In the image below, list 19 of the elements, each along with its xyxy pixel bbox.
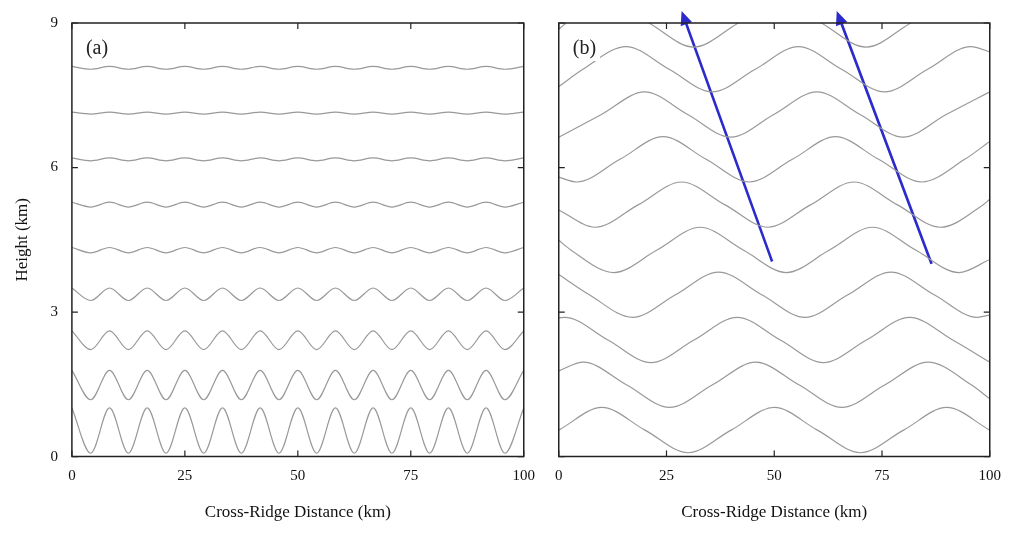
x-tick-label: 75 xyxy=(403,466,419,483)
y-tick-label: 9 xyxy=(50,13,58,30)
x-axis-title: Cross-Ridge Distance (km) xyxy=(681,502,868,522)
x-tick-label: 100 xyxy=(512,466,535,483)
x-tick-label: 0 xyxy=(555,466,563,483)
x-tick-label: 0 xyxy=(68,466,76,483)
y-tick-label: 0 xyxy=(50,447,58,464)
y-axis-title: Height (km) xyxy=(11,198,31,282)
y-tick-label: 3 xyxy=(50,303,58,319)
y-tick-label: 6 xyxy=(50,158,59,175)
x-axis-title: Cross-Ridge Distance (km) xyxy=(204,502,391,522)
x-tick-label: 25 xyxy=(177,466,193,483)
x-tick-label: 50 xyxy=(766,466,782,483)
text: (a) xyxy=(85,36,109,60)
text: (b) xyxy=(572,36,597,60)
x-tick-label: 75 xyxy=(874,466,890,483)
x-tick-label: 25 xyxy=(659,466,674,483)
x-tick-label: 100 xyxy=(978,466,1001,483)
x-tick-label: 50 xyxy=(290,466,306,483)
